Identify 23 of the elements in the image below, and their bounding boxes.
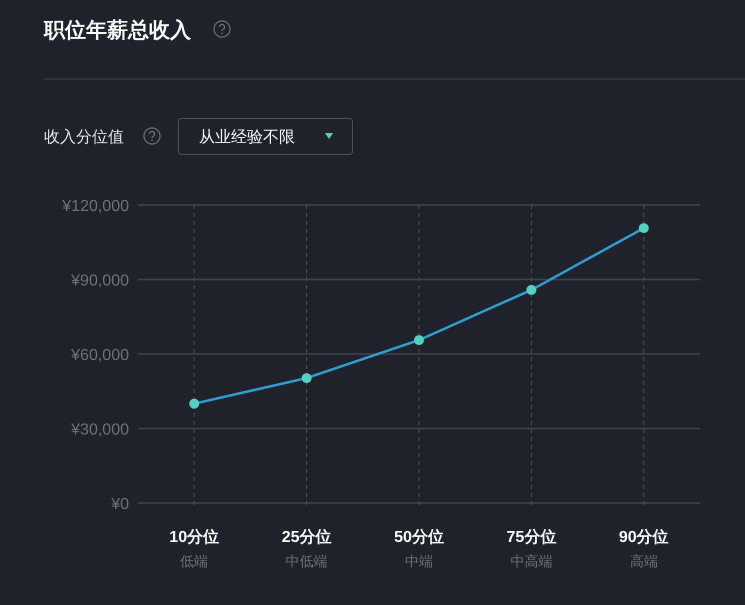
text: 低端 <box>180 553 208 569</box>
point <box>414 335 424 346</box>
text: 高端 <box>630 553 658 569</box>
text: 收入分位值 <box>44 128 124 146</box>
y-tick-label: ¥0 <box>110 496 130 513</box>
x-tick-label: 90分位 <box>618 528 669 546</box>
x-tick-label: 50分位 <box>394 528 444 546</box>
y-tick-label: ¥90,000 <box>70 272 130 290</box>
text: 中低端 <box>286 553 328 569</box>
point <box>526 284 536 295</box>
text: 中高端 <box>510 553 552 569</box>
x-tick-label: 75分位 <box>506 528 556 546</box>
point <box>302 373 312 384</box>
text: 中端 <box>405 553 433 569</box>
point <box>189 398 200 409</box>
x-tick-label: 10分位 <box>169 528 220 546</box>
point <box>638 223 649 234</box>
y-tick-label: ¥120,000 <box>61 198 130 215</box>
chart-title: 职位年薪总收入 <box>43 19 192 42</box>
x-tick-label: 25分位 <box>282 528 332 546</box>
y-tick-label: ¥60,000 <box>70 347 130 364</box>
y-tick-label: ¥30,000 <box>70 422 130 438</box>
dropdown: 从业经验不限 <box>178 118 353 155</box>
